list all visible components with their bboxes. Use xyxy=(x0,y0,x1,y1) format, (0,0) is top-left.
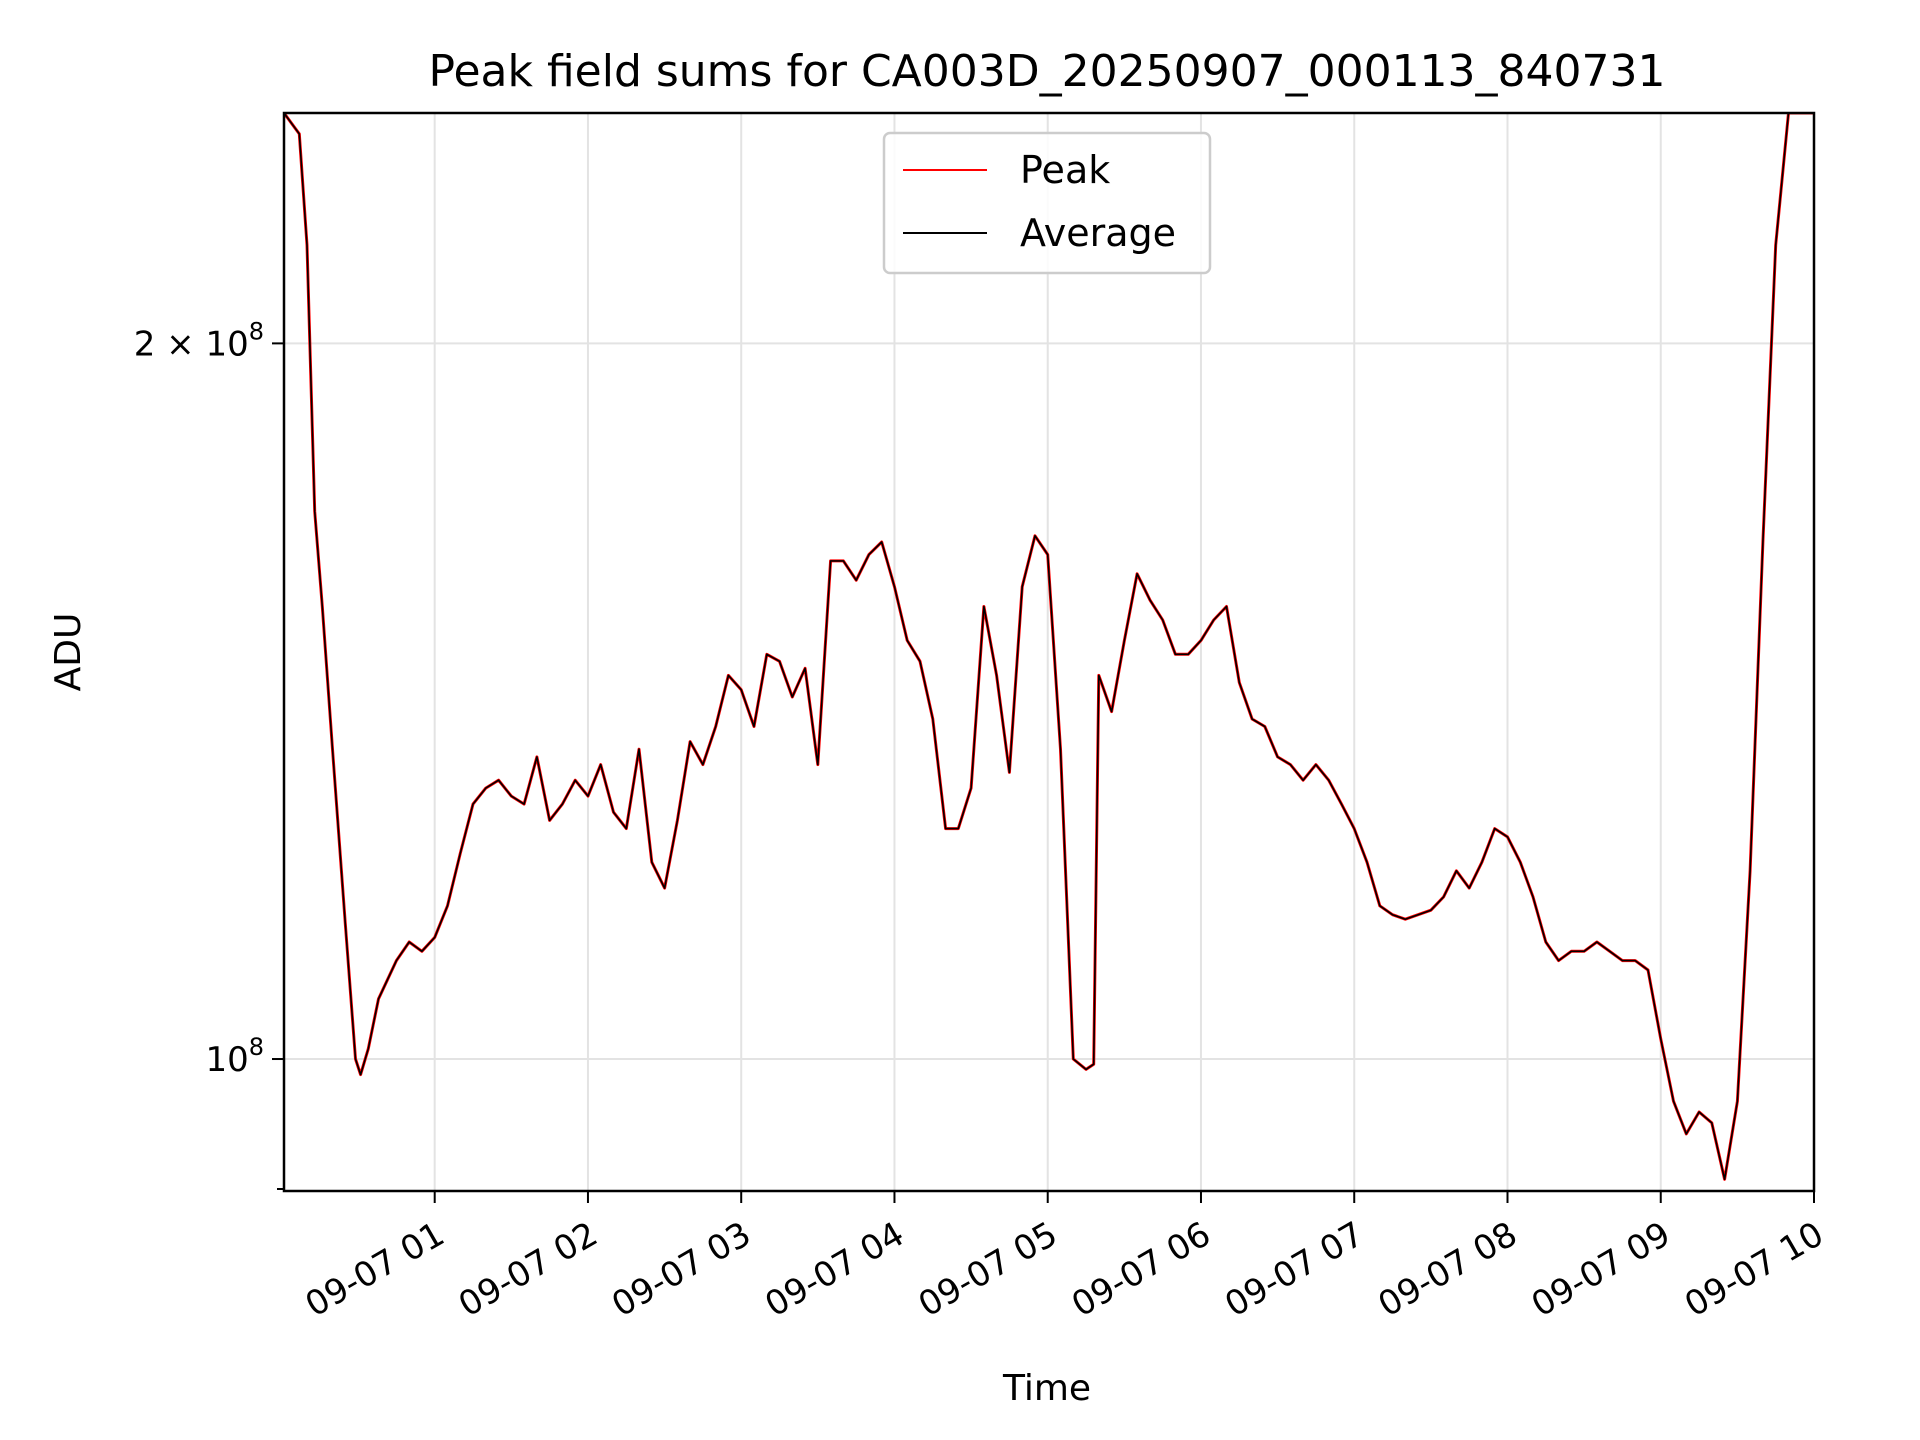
legend-peak-label: Peak xyxy=(1020,148,1110,192)
legend-average-label: Average xyxy=(1020,211,1176,255)
legend: Peak Average xyxy=(882,131,1212,275)
x-axis-label: Time xyxy=(1002,1368,1091,1409)
plot-lines xyxy=(284,113,1814,1181)
chart-title: Peak field sums for CA003D_20250907_0001… xyxy=(428,46,1665,97)
y-axis: 108 2 × 108 xyxy=(134,317,284,1190)
plot-frame xyxy=(282,111,1816,1193)
y-tick-label: 2 × 108 xyxy=(134,317,264,364)
y-tick-label: 108 xyxy=(205,1033,264,1080)
y-axis-label: ADU xyxy=(48,613,89,692)
series-line-average xyxy=(284,113,1814,1181)
legend-box xyxy=(882,131,1212,275)
